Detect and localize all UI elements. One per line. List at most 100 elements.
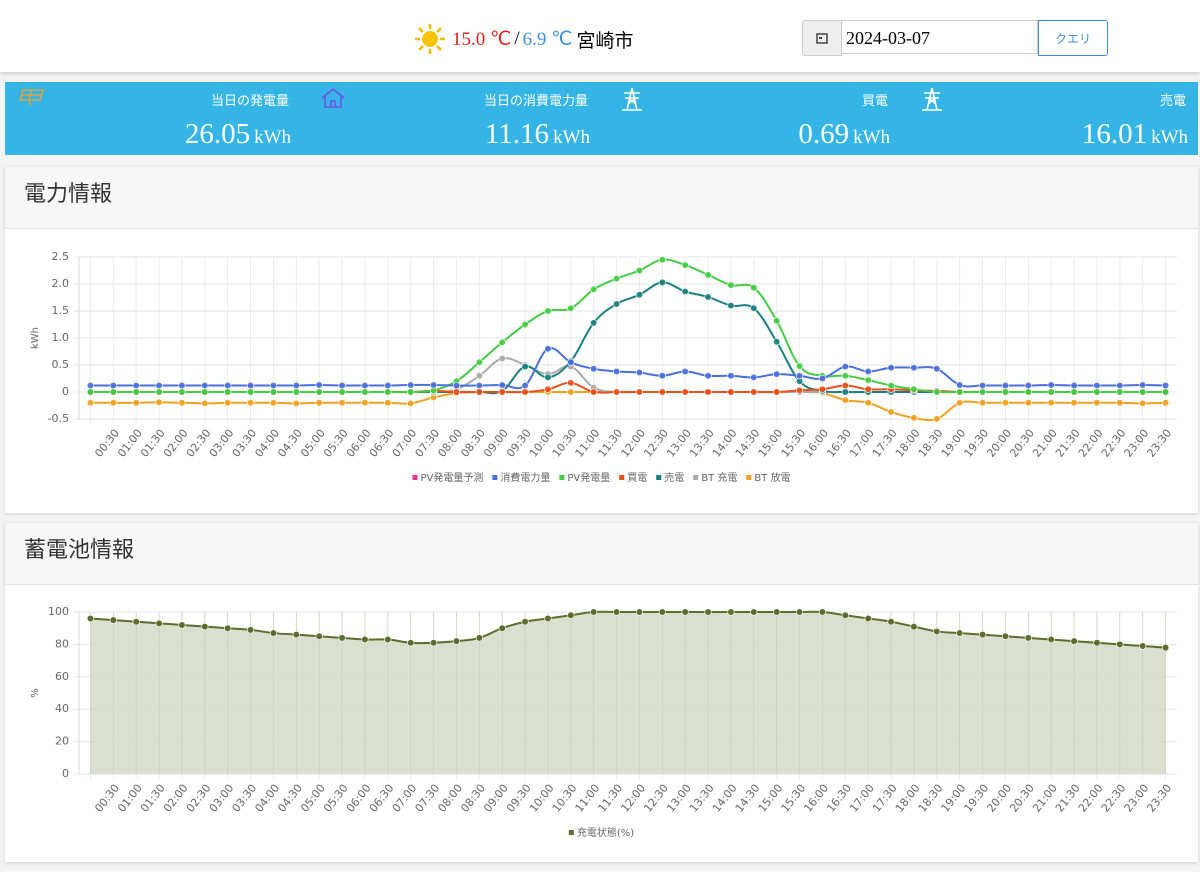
point <box>773 338 781 346</box>
point <box>864 385 872 393</box>
point <box>910 364 918 372</box>
point <box>269 381 278 390</box>
legend: 充電状態(%) <box>568 826 634 839</box>
point <box>407 639 415 647</box>
point <box>1161 399 1170 407</box>
point <box>612 367 621 376</box>
legend-label: 買電 <box>627 472 647 484</box>
point <box>612 300 621 308</box>
legend-label: 消費電力量 <box>500 471 550 484</box>
point <box>887 364 895 372</box>
point <box>521 320 529 329</box>
point <box>1001 388 1010 396</box>
point <box>841 396 849 404</box>
point <box>841 363 849 371</box>
point <box>315 388 323 396</box>
y-tick-label: 1.0 <box>52 331 70 344</box>
card-value: 0.69 kWh <box>798 118 890 151</box>
point <box>658 278 666 286</box>
calendar-icon[interactable] <box>802 20 842 56</box>
y-tick-label: 40 <box>55 702 69 715</box>
point <box>178 621 186 629</box>
point <box>704 293 712 301</box>
point <box>933 365 941 373</box>
value: 26.05 <box>184 118 251 150</box>
point <box>681 367 689 376</box>
point <box>567 358 575 366</box>
point <box>269 399 278 407</box>
point <box>956 399 964 407</box>
point <box>887 408 895 416</box>
legend: PV発電量予測 消費電力量 PV発電量 買電 売電 BT 充電 BT 放電 <box>412 471 791 484</box>
point <box>475 634 483 642</box>
point <box>1024 634 1032 642</box>
point <box>635 368 644 377</box>
point <box>178 388 186 396</box>
card: 当日の発電量 26.05 kWh <box>5 82 301 155</box>
point <box>246 626 255 634</box>
point <box>1161 644 1170 652</box>
point <box>750 373 758 382</box>
date-query: 2024-03-07 クエリ <box>802 20 1108 56</box>
point <box>1116 399 1124 407</box>
point <box>384 388 392 396</box>
point <box>567 379 575 387</box>
point <box>544 614 552 623</box>
point <box>681 388 689 396</box>
point <box>132 618 140 626</box>
point <box>1047 381 1055 389</box>
point <box>521 388 529 396</box>
sun-icon <box>415 24 445 54</box>
panel-title: 電力情報 <box>5 167 1198 229</box>
point <box>750 608 758 616</box>
card-label: 売電 <box>1159 94 1186 109</box>
point <box>864 376 872 384</box>
solar-icon <box>19 89 45 105</box>
point <box>750 304 758 312</box>
point <box>567 611 575 619</box>
point <box>750 388 758 396</box>
point <box>246 399 255 407</box>
point <box>795 386 804 394</box>
legend-label: 充電状態(%) <box>577 826 634 839</box>
point <box>361 635 369 644</box>
point <box>590 388 598 396</box>
point <box>1139 388 1147 396</box>
point <box>1093 639 1101 647</box>
point <box>224 624 232 632</box>
point <box>429 639 438 647</box>
point <box>841 381 849 390</box>
point <box>773 388 781 396</box>
point <box>818 374 827 383</box>
card-label: 買電 <box>861 94 888 109</box>
date-input[interactable]: 2024-03-07 <box>842 20 1038 54</box>
y-tick-label: -0.5 <box>48 412 69 425</box>
point <box>910 622 918 631</box>
point <box>750 284 758 292</box>
point <box>933 415 941 423</box>
point <box>361 388 369 396</box>
point <box>612 388 621 396</box>
point <box>704 372 712 380</box>
point <box>1070 388 1078 396</box>
legend-swatch <box>746 475 752 480</box>
point <box>407 399 415 407</box>
point <box>612 274 621 283</box>
y-tick-label: 2.5 <box>52 250 70 263</box>
point <box>498 354 506 363</box>
value: 11.16 <box>484 118 550 150</box>
point <box>864 367 872 376</box>
legend-swatch <box>492 475 498 480</box>
point <box>544 345 552 353</box>
legend-label: 売電 <box>664 471 684 484</box>
point <box>773 608 781 616</box>
y-tick-label: 1.5 <box>52 304 70 317</box>
point <box>201 399 209 407</box>
point <box>590 285 598 294</box>
point <box>841 372 849 380</box>
query-button[interactable]: クエリ <box>1038 20 1108 56</box>
point <box>475 381 483 390</box>
point <box>978 388 987 396</box>
point <box>933 627 941 636</box>
y-axis-label: % <box>30 688 41 698</box>
